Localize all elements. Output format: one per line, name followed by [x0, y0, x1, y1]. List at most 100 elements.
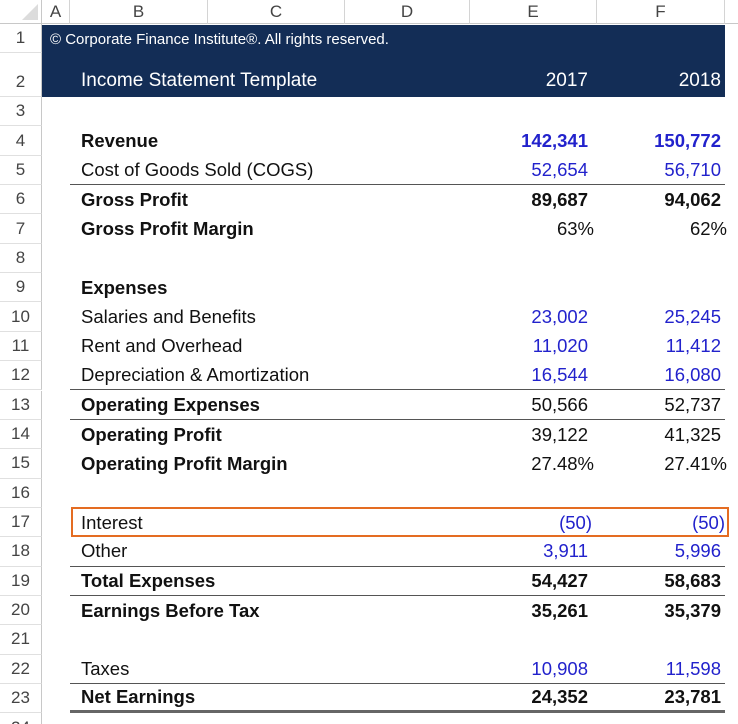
value-2017[interactable]: 39,122	[531, 423, 588, 445]
value-2018[interactable]: 27.41%	[664, 452, 727, 474]
table-row: Earnings Before Tax 35,261 35,379	[70, 596, 725, 625]
year-2018[interactable]: 2018	[678, 70, 721, 91]
value-2018[interactable]: 41,325	[664, 423, 721, 445]
table-row: Taxes 10,908 11,598	[70, 655, 725, 684]
row-header-7[interactable]: 7	[0, 214, 42, 244]
table-row: Rent and Overhead 11,020 11,412	[70, 332, 725, 361]
value-2018[interactable]: 23,781	[664, 686, 721, 708]
row-header-12[interactable]: 12	[0, 361, 42, 391]
row-label[interactable]: Operating Profit Margin	[81, 452, 288, 474]
value-2018[interactable]: 11,598	[665, 657, 721, 679]
column-header-B[interactable]: B	[70, 0, 208, 24]
copyright-text: © Corporate Finance Institute®. All righ…	[50, 31, 389, 48]
row-label[interactable]: Net Earnings	[81, 686, 196, 708]
value-2017[interactable]: 3,911	[543, 540, 588, 562]
column-header-extra[interactable]	[725, 0, 738, 24]
value-2017[interactable]: 50,566	[531, 393, 588, 415]
row-label[interactable]: Total Expenses	[81, 569, 216, 591]
column-header-D[interactable]: D	[345, 0, 470, 24]
row-label[interactable]: Other	[81, 540, 128, 562]
value-2017[interactable]: 23,002	[531, 306, 588, 328]
value-2018[interactable]: 35,379	[664, 599, 721, 621]
header-banner	[42, 25, 725, 97]
row-label[interactable]: Gross Profit Margin	[81, 218, 254, 240]
row-header-13[interactable]: 13	[0, 390, 42, 420]
value-2018[interactable]: 16,080	[664, 364, 721, 386]
value-2018[interactable]: 52,737	[664, 393, 721, 415]
row-header-19[interactable]: 19	[0, 566, 42, 596]
row-header-6[interactable]: 6	[0, 185, 42, 215]
value-2017[interactable]: 89,687	[531, 188, 588, 210]
row-label[interactable]: Operating Profit	[81, 423, 222, 445]
row-header-9[interactable]: 9	[0, 273, 42, 303]
row-header-11[interactable]: 11	[0, 331, 42, 362]
value-2017[interactable]: 142,341	[521, 130, 588, 152]
row-label[interactable]: Earnings Before Tax	[81, 599, 260, 621]
row-header-5[interactable]: 5	[0, 155, 42, 186]
value-2018[interactable]: 25,245	[664, 306, 721, 328]
table-row: Expenses	[70, 273, 725, 302]
row-header-1[interactable]: 1	[0, 24, 42, 53]
row-header-14[interactable]: 14	[0, 419, 42, 450]
row-header-15[interactable]: 15	[0, 449, 42, 479]
value-2017[interactable]: 52,654	[531, 158, 588, 180]
value-2018[interactable]: 62%	[689, 218, 727, 240]
value-2017[interactable]: 27.48%	[531, 452, 594, 474]
table-row: Depreciation & Amortization 16,544 16,080	[70, 361, 725, 391]
row-label[interactable]: Revenue	[81, 130, 159, 152]
row-header-3[interactable]: 3	[0, 97, 42, 127]
row-label[interactable]: Salaries and Benefits	[81, 306, 256, 328]
row-header-20[interactable]: 20	[0, 595, 42, 626]
table-row: Net Earnings 24,352 23,781	[70, 684, 725, 714]
row-header-21[interactable]: 21	[0, 625, 42, 655]
row-header-17[interactable]: 17	[0, 507, 42, 538]
column-header-A[interactable]: A	[42, 0, 70, 24]
row-label[interactable]: Rent and Overhead	[81, 335, 243, 357]
value-2018[interactable]: 94,062	[664, 188, 721, 210]
value-2017[interactable]: 63%	[556, 218, 594, 240]
value-2017[interactable]: 24,352	[531, 686, 588, 708]
row-header-22[interactable]: 22	[0, 654, 42, 684]
statement-title[interactable]: Income Statement Template	[81, 70, 318, 91]
value-2017[interactable]: 35,261	[531, 599, 588, 621]
column-header-F[interactable]: F	[597, 0, 725, 24]
year-2017[interactable]: 2017	[545, 70, 588, 91]
value-2018[interactable]: 150,772	[654, 130, 721, 152]
value-2018[interactable]: 11,412	[665, 335, 721, 357]
select-all-corner[interactable]	[0, 0, 42, 24]
row-header-4[interactable]: 4	[0, 126, 42, 156]
row-header-23[interactable]: 23	[0, 684, 42, 714]
row-header-24[interactable]: 24	[0, 713, 42, 724]
value-2017[interactable]: 11,020	[532, 335, 588, 357]
row-label[interactable]: Depreciation & Amortization	[81, 364, 310, 386]
value-2017[interactable]: (50)	[559, 511, 592, 533]
table-row	[70, 625, 725, 654]
row-label[interactable]: Expenses	[81, 276, 168, 298]
table-row	[70, 479, 725, 508]
row-header-16[interactable]: 16	[0, 478, 42, 508]
value-2018[interactable]: 58,683	[664, 569, 721, 591]
row-label[interactable]: Interest	[81, 511, 143, 533]
value-2017[interactable]: 54,427	[531, 569, 588, 591]
table-row	[70, 713, 725, 724]
row-label[interactable]: Operating Expenses	[81, 393, 260, 415]
row-header-10[interactable]: 10	[0, 302, 42, 332]
table-row: Operating Profit 39,122 41,325	[70, 420, 725, 449]
row-header-18[interactable]: 18	[0, 537, 42, 567]
value-2018[interactable]: 5,996	[674, 540, 721, 562]
row-label[interactable]: Taxes	[81, 657, 130, 679]
table-row: Revenue 142,341 150,772	[70, 126, 725, 155]
row-label[interactable]: Cost of Goods Sold (COGS)	[81, 158, 314, 180]
value-2017[interactable]: 16,544	[531, 364, 588, 386]
column-header-C[interactable]: C	[208, 0, 345, 24]
value-2017[interactable]: 10,908	[531, 657, 588, 679]
value-2018[interactable]: (50)	[692, 511, 725, 533]
row-header-2[interactable]: 2	[0, 53, 42, 97]
row-header-8[interactable]: 8	[0, 243, 42, 274]
table-row: Gross Profit 89,687 94,062	[70, 185, 725, 214]
row-label[interactable]: Gross Profit	[81, 188, 188, 210]
table-row: Interest (50) (50)	[70, 508, 725, 537]
value-2018[interactable]: 56,710	[664, 158, 721, 180]
column-header-E[interactable]: E	[470, 0, 597, 24]
